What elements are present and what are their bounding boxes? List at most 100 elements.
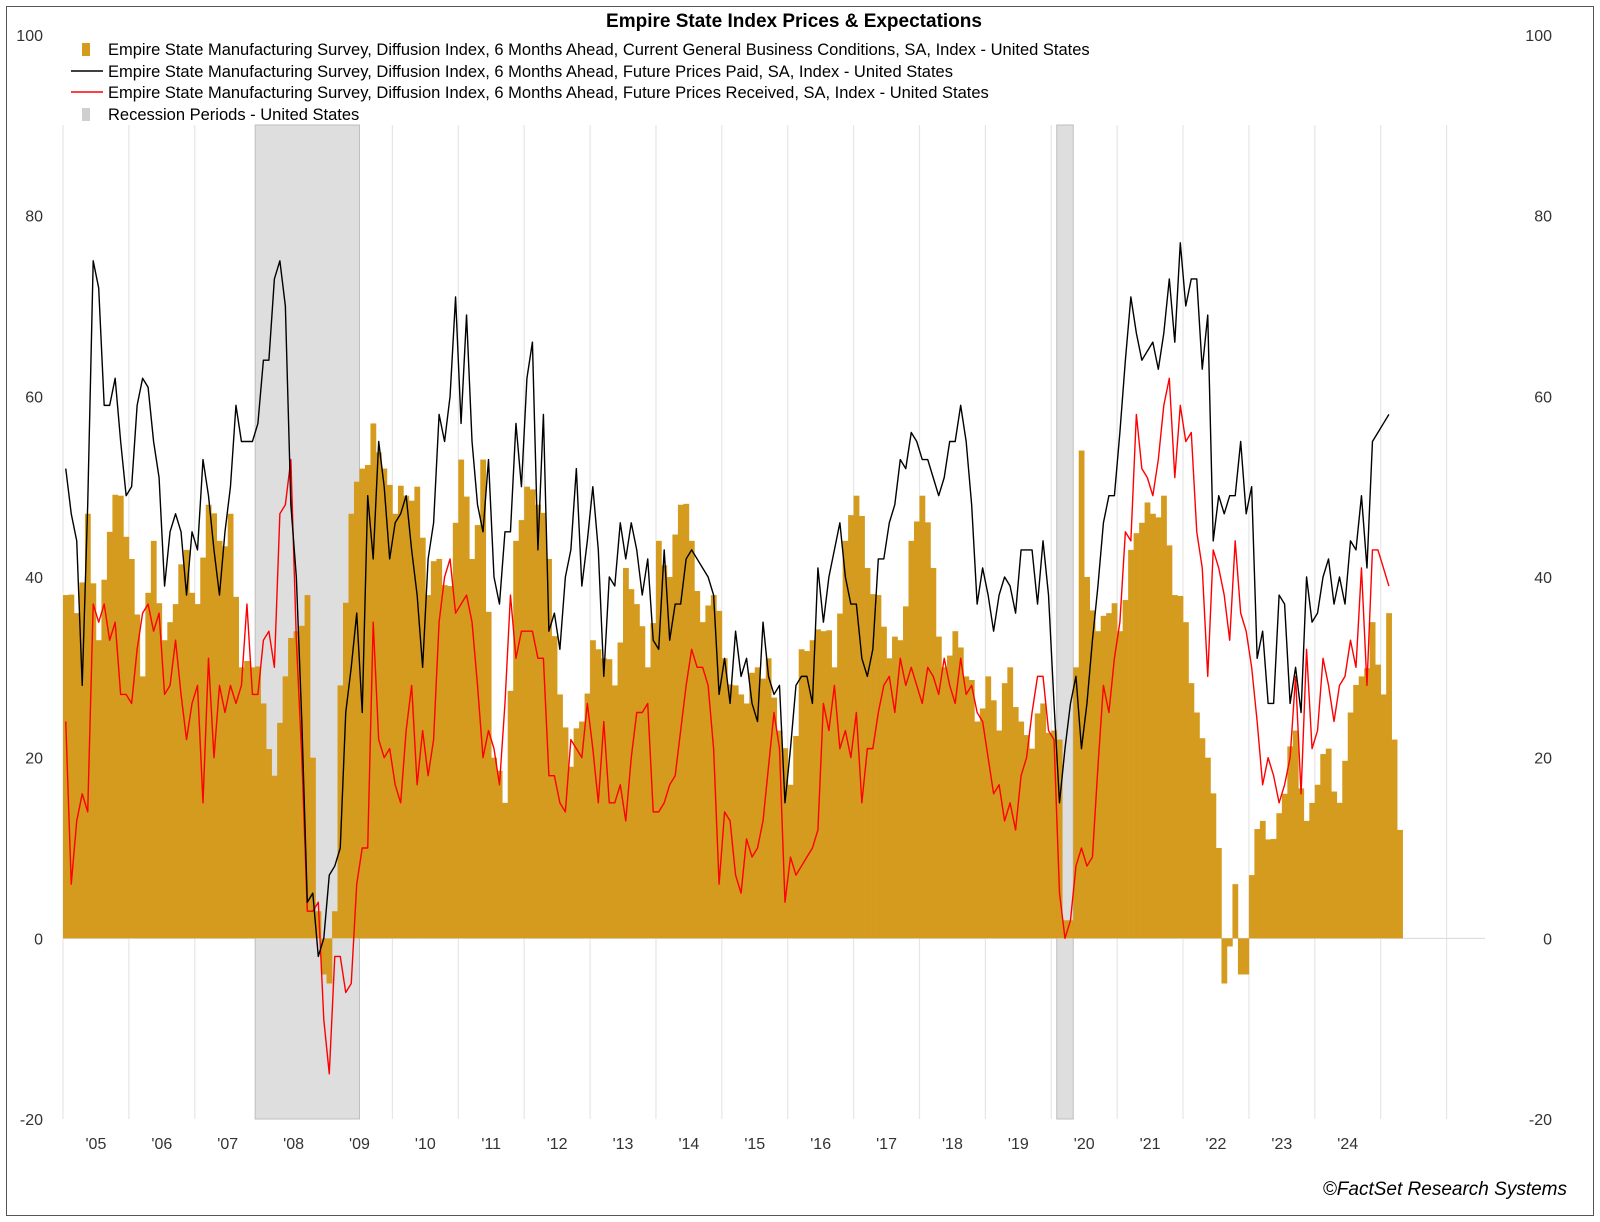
bar [106, 531, 113, 939]
bar [985, 676, 992, 939]
legend-label-paid: Empire State Manufacturing Survey, Diffu… [108, 63, 953, 81]
bar [348, 513, 355, 939]
y-tick-label-right: 100 [1525, 28, 1552, 45]
bar [266, 749, 272, 939]
bar [727, 684, 734, 939]
bar [903, 606, 909, 939]
bar [694, 591, 701, 939]
bar [1133, 533, 1140, 939]
bar [639, 626, 646, 939]
bar [1331, 791, 1338, 939]
bar [244, 661, 250, 939]
bar [134, 614, 141, 939]
bar [1177, 595, 1184, 939]
bar [178, 564, 185, 939]
bar [897, 640, 904, 939]
bar [1226, 938, 1233, 947]
bar [293, 631, 300, 939]
bar [1117, 631, 1123, 939]
y-tick-label-right: 40 [1534, 570, 1552, 587]
bar [1281, 793, 1288, 939]
bar [754, 667, 761, 939]
bar [765, 658, 772, 939]
bar [304, 595, 311, 939]
bar [798, 649, 805, 939]
bar [546, 558, 552, 939]
y-axis-right: -20 0 20 40 60 80 100 [1525, 28, 1552, 1129]
bar [760, 678, 767, 939]
bar [1199, 738, 1206, 939]
bar [1023, 735, 1030, 939]
bar [881, 626, 887, 939]
bar [1166, 545, 1173, 939]
bar [1397, 829, 1403, 939]
bar [1320, 754, 1327, 939]
bar [112, 494, 119, 939]
x-tick-label: '23 [1271, 1136, 1292, 1153]
bar [815, 629, 821, 939]
bar [1358, 676, 1365, 939]
bar [463, 496, 470, 939]
bar [974, 721, 981, 939]
legend-label-bars: Empire State Manufacturing Survey, Diffu… [108, 41, 1090, 59]
bar [375, 452, 382, 939]
legend-swatch-recession [82, 108, 90, 121]
legend-swatch-bars [82, 43, 90, 56]
bar [1084, 577, 1090, 939]
bar [156, 603, 163, 939]
bar [337, 685, 344, 939]
x-tick-label: '14 [678, 1136, 699, 1153]
bar [419, 537, 426, 939]
y-tick-label-left: 40 [25, 570, 43, 587]
bar [183, 549, 190, 939]
bar [485, 611, 492, 939]
bar [1095, 631, 1101, 939]
bar [705, 605, 712, 939]
bar [1122, 600, 1129, 939]
bar [238, 667, 245, 939]
bar [211, 513, 218, 939]
x-tick-label: '20 [1074, 1136, 1095, 1153]
bar [946, 655, 953, 939]
bar [968, 679, 975, 939]
bar [601, 658, 607, 939]
bar [721, 658, 728, 939]
source-credit: ©FactSet Research Systems [1323, 1179, 1568, 1200]
bar [282, 676, 289, 939]
bar [875, 595, 882, 939]
bar [1325, 748, 1332, 939]
bar [1194, 712, 1200, 939]
bar [145, 592, 152, 939]
bar [1276, 813, 1283, 939]
bar [128, 558, 135, 939]
bar [1161, 495, 1167, 939]
bar [1204, 757, 1211, 939]
bar [738, 694, 745, 939]
bar [1018, 721, 1025, 939]
y-tick-label-right: -20 [1529, 1112, 1552, 1129]
bar [1106, 613, 1112, 939]
bar [886, 658, 893, 939]
bar [919, 495, 926, 939]
bar [644, 667, 651, 939]
bar [1172, 595, 1178, 939]
bar [908, 540, 915, 939]
bar [623, 567, 629, 939]
chart-frame: -20 0 20 40 60 80 100 -20 0 20 40 60 80 100 '05'06'0… [6, 6, 1594, 1216]
bar [101, 579, 108, 939]
bar [502, 802, 509, 939]
bar [870, 594, 876, 939]
prices-paid-series [65, 242, 1390, 958]
bar [332, 911, 338, 939]
bar [633, 604, 640, 939]
bar [1270, 838, 1277, 939]
y-tick-label-left: 100 [16, 28, 43, 45]
bar [716, 610, 723, 939]
bar [776, 730, 783, 939]
x-tick-label: '17 [876, 1136, 897, 1153]
legend-label-received: Empire State Manufacturing Survey, Diffu… [108, 84, 989, 102]
bar [612, 685, 618, 939]
bar [809, 640, 816, 939]
bar [831, 667, 838, 939]
bar [150, 540, 157, 939]
